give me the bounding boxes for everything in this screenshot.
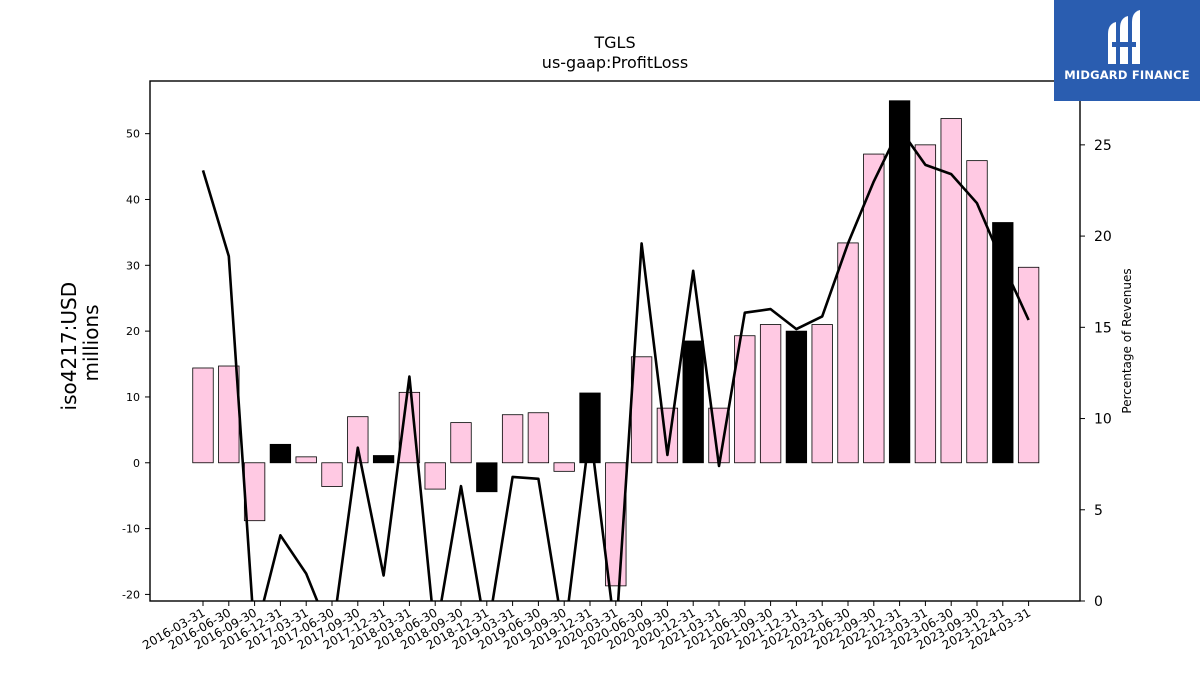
bar-2017-03-31 <box>295 456 317 464</box>
bar-2023-06-30 <box>940 118 962 464</box>
bar-2023-12-31 <box>992 222 1014 464</box>
bar-2021-12-31 <box>785 330 808 464</box>
bar-2019-03-31 <box>501 414 524 464</box>
bar-2018-09-30 <box>450 422 472 464</box>
bar-2022-12-31 <box>888 100 911 464</box>
y2-axis-label: Percentage of Revenues <box>1120 268 1134 413</box>
bar-2018-06-30 <box>424 462 446 490</box>
right-tick-label: 20 <box>1094 229 1112 245</box>
left-tick-label: 0 <box>133 457 140 470</box>
x-axis-ticks: 2016-03-312016-06-302016-09-302016-12-31… <box>140 601 1033 652</box>
bar-2021-06-30 <box>734 335 756 464</box>
logo-text: MIDGARD FINANCE <box>1064 68 1190 82</box>
y-axis-label: iso4217:USD millions <box>57 276 103 411</box>
bar-2022-06-30 <box>837 242 859 464</box>
bar-2016-03-31 <box>192 367 214 464</box>
right-tick-label: 15 <box>1094 320 1112 336</box>
bar-2019-09-30 <box>553 462 575 472</box>
bar-2019-06-30 <box>527 412 550 464</box>
left-tick-label: 10 <box>126 391 140 404</box>
bar-2023-09-30 <box>966 160 988 464</box>
right-tick-label: 5 <box>1094 503 1103 519</box>
bar-2022-09-30 <box>863 153 885 464</box>
bar-2017-12-31 <box>372 455 395 464</box>
right-tick-label: 0 <box>1094 594 1103 610</box>
bar-2023-03-31 <box>914 144 937 464</box>
bar-2024-03-31 <box>1017 266 1040 464</box>
bar-2021-09-30 <box>759 324 782 464</box>
bar-2016-09-30 <box>243 462 266 522</box>
left-tick-label: -10 <box>122 523 140 536</box>
midgard-finance-logo: MIDGARD FINANCE <box>1054 0 1200 101</box>
percentage-of-revenues-line <box>201 127 1030 601</box>
left-tick-label: 30 <box>126 259 140 272</box>
right-tick-label: 25 <box>1094 138 1112 154</box>
plot-frame <box>149 80 1081 602</box>
bar-2017-09-30 <box>347 416 369 464</box>
right-tick-label: 10 <box>1094 412 1112 428</box>
left-tick-label: 20 <box>126 325 140 338</box>
bar-2019-12-31 <box>579 392 601 464</box>
midgard-logo-mark-icon <box>1108 10 1140 64</box>
bar-2017-06-30 <box>321 462 343 487</box>
y-axis-label-line-2: millions <box>79 304 103 381</box>
left-tick-label: 40 <box>126 193 140 206</box>
bar-2022-03-31 <box>811 324 833 464</box>
left-tick-label: 50 <box>126 128 140 141</box>
bar-2018-12-31 <box>476 462 498 493</box>
left-tick-label: -20 <box>122 588 140 601</box>
chart-subtitle: us-gaap:ProfitLoss <box>542 53 688 72</box>
y-axis-label-line-1: iso4217:USD <box>57 282 81 411</box>
bar-series <box>192 100 1040 587</box>
left-axis-ticks: -20 -10 0 10 20 30 40 50 <box>122 128 150 601</box>
right-axis-ticks: 0 5 10 15 20 25 <box>1080 138 1112 610</box>
bar-2016-12-31 <box>269 443 292 464</box>
chart-title: TGLS <box>593 33 635 52</box>
bar-2020-12-31 <box>682 340 704 464</box>
